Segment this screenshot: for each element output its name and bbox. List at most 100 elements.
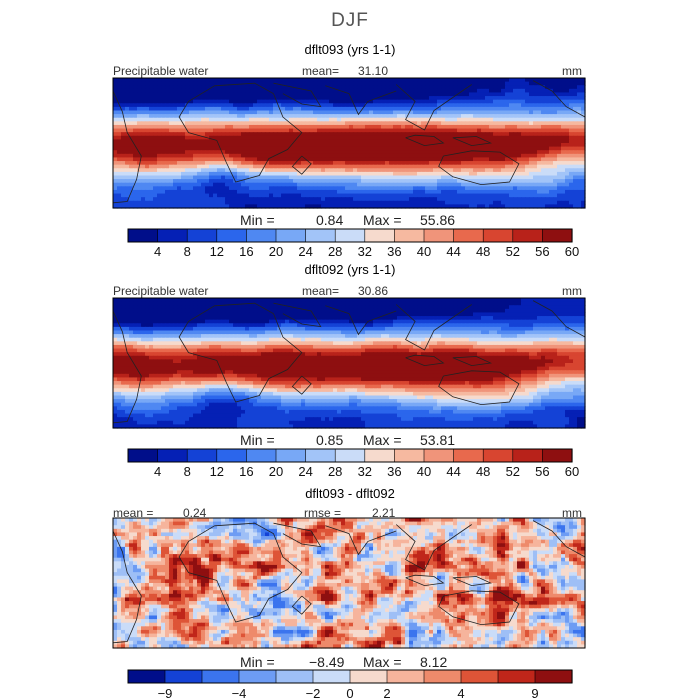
field-cell (409, 301, 414, 306)
field-cell (565, 92, 570, 97)
field-cell (169, 114, 174, 119)
field-cell (437, 85, 442, 90)
field-cell (509, 305, 514, 310)
field-cell (337, 81, 342, 86)
field-cell (437, 157, 442, 162)
field-cell (453, 92, 458, 97)
field-cell (201, 110, 206, 115)
field-cell (249, 204, 254, 209)
field-cell (301, 308, 306, 314)
field-cell (125, 99, 130, 104)
field-cell (337, 117, 342, 122)
field-cell (121, 161, 126, 166)
field-cell (413, 305, 418, 310)
field-cell (513, 301, 518, 306)
field-cell (241, 150, 246, 155)
field-cell (553, 171, 558, 177)
field-cell (577, 106, 582, 112)
field-cell (429, 301, 434, 306)
field-cell (497, 121, 502, 126)
field-cell (177, 121, 182, 126)
field-cell (305, 157, 310, 162)
field-cell (189, 197, 194, 202)
field-cell (521, 143, 526, 148)
field-cell (481, 308, 486, 314)
field-cell (309, 128, 314, 133)
field-cell (349, 92, 354, 97)
field-cell (557, 153, 562, 159)
field-cell (177, 189, 182, 195)
field-cell (377, 81, 382, 86)
field-cell (141, 92, 146, 97)
field-cell (333, 99, 338, 104)
field-cell (385, 308, 390, 314)
field-cell (393, 164, 398, 169)
field-cell (249, 128, 254, 133)
field-cell (357, 78, 362, 83)
field-cell (485, 143, 490, 148)
field-cell (345, 135, 350, 140)
field-cell (325, 193, 330, 198)
field-cell (449, 110, 454, 115)
field-cell (441, 316, 446, 321)
field-cell (441, 106, 446, 112)
field-cell (373, 301, 378, 306)
field-cell (533, 204, 538, 209)
field-cell (573, 153, 578, 159)
field-cell (277, 78, 282, 83)
field-cell (485, 298, 490, 303)
field-cell (205, 132, 210, 137)
field-cell (181, 193, 186, 198)
field-cell (293, 179, 298, 184)
field-cell (169, 106, 174, 112)
field-cell (197, 106, 202, 112)
field-cell (313, 132, 318, 137)
field-cell (425, 204, 430, 209)
field-cell (253, 179, 258, 184)
colorbar-swatch (127, 228, 159, 243)
field-cell (313, 186, 318, 191)
field-cell (465, 132, 470, 137)
field-cell (577, 121, 582, 126)
field-cell (141, 114, 146, 119)
field-cell (213, 312, 218, 317)
field-cell (257, 132, 262, 137)
field-cell (229, 88, 234, 94)
field-cell (213, 139, 218, 144)
field-cell (569, 106, 574, 112)
field-cell (149, 168, 154, 173)
field-cell (489, 153, 494, 159)
field-cell (473, 298, 478, 303)
panel-2-max-value: 53.81 (420, 432, 456, 448)
field-cell (253, 96, 258, 101)
field-cell (397, 171, 402, 177)
field-cell (417, 171, 422, 177)
field-cell (305, 124, 310, 130)
field-cell (309, 182, 314, 187)
field-cell (573, 161, 578, 166)
field-cell (461, 110, 466, 115)
field-cell (157, 316, 162, 321)
field-cell (553, 106, 558, 112)
field-cell (173, 81, 178, 86)
field-cell (533, 175, 538, 180)
field-cell (489, 301, 494, 306)
field-cell (489, 171, 494, 177)
field-cell (505, 305, 510, 310)
field-cell (393, 301, 398, 306)
field-cell (261, 106, 266, 112)
field-cell (201, 146, 206, 151)
field-cell (453, 99, 458, 104)
field-cell (453, 168, 458, 173)
field-cell (401, 139, 406, 144)
field-cell (429, 143, 434, 148)
field-cell (513, 308, 518, 314)
field-cell (389, 179, 394, 184)
field-cell (153, 308, 158, 314)
field-cell (193, 139, 198, 144)
field-cell (525, 171, 530, 177)
field-cell (201, 204, 206, 209)
field-cell (441, 197, 446, 202)
field-cell (337, 189, 342, 195)
field-cell (245, 200, 250, 205)
